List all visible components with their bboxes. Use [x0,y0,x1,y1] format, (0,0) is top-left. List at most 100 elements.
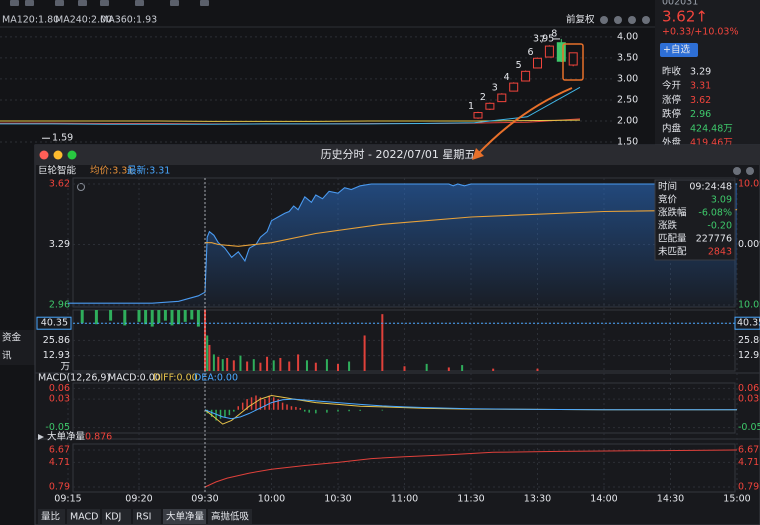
avg-price: 均价:3.31 [90,165,133,177]
auction-volume-bar [157,310,161,324]
quote-value: 2.96 [690,109,711,120]
tab[interactable] [102,509,131,524]
zoom-button[interactable] [733,167,741,175]
tab[interactable] [133,509,161,524]
info-value: 3.09 [711,195,732,206]
watch-button[interactable] [660,43,698,57]
pct-tick-label: 10.03% [738,300,760,311]
zoom-button[interactable] [746,167,754,175]
settings-icon[interactable] [77,183,85,191]
chart-control[interactable] [642,16,650,24]
info-label: 涨跌幅 [658,207,687,219]
volume-bar [221,359,224,371]
volume-bar [259,362,262,371]
volume-bar [325,359,328,371]
x-tick-label: 10:30 [324,494,351,505]
auction-volume-bar [123,310,127,326]
auction-volume-bar [183,310,187,322]
tab[interactable] [208,509,252,524]
y-tick-label: 3.50 [617,52,638,63]
volume-tick-label: 25.86 [43,335,70,346]
x-tick-label: 09:20 [125,494,152,505]
toolbar-icon [135,0,144,6]
left-strip [0,330,35,365]
x-tick-label: 10:00 [258,494,285,505]
cursor-box [734,316,760,330]
info-box [654,179,736,261]
macd-label: DEA:0.00 [194,373,238,384]
toolbar-icon [10,0,19,6]
info-value: -0.20 [707,221,732,232]
volume-bar [305,360,308,371]
auction-volume-bar [177,310,181,325]
big-order-tick-label: 6.67 [49,444,70,455]
y-tick-label: 2.96 [49,300,70,311]
quote-panel [655,0,760,150]
volume-bar [266,356,269,371]
window-button[interactable] [39,150,49,160]
auction-volume-bar [94,310,98,325]
y-tick-label: 3.29 [49,239,70,250]
candle-body [568,52,578,66]
high-marker: 3.95 [533,33,554,44]
highlight-box [562,43,584,81]
chart-control[interactable] [628,16,636,24]
window-title-bar [35,145,760,165]
auction-volume-bar [144,310,148,325]
info-label: 未匹配 [658,246,687,258]
volume-bar [226,357,229,371]
volume-bar [204,309,206,371]
x-tick-label: 11:00 [391,494,418,505]
volume-bar [536,368,539,371]
x-tick-label: 13:30 [524,494,551,505]
x-tick-label: 14:00 [590,494,617,505]
volume-bar [212,354,215,371]
tab-label: MACD [70,512,98,523]
volume-bar [239,355,242,371]
tab[interactable] [38,509,65,524]
tab-label: 大单净量 [166,511,205,523]
candle-body [544,45,554,58]
auction-volume-bar [163,310,167,321]
panel-marker [38,434,44,440]
info-label: 涨跌 [658,220,678,232]
volume-bar [232,360,235,371]
y-tick-label: 3.00 [617,73,638,84]
volume-bar [297,354,300,371]
cursor-value: 40.35 [737,318,760,329]
chart-control[interactable] [600,16,608,24]
chart-control[interactable] [614,16,622,24]
left-tab: 讯 [2,351,12,362]
ma-legend: MA360:1.93 [100,15,157,26]
x-tick-label: 09:30 [191,494,218,505]
tab-label: 量比 [41,511,60,523]
window-button[interactable] [67,150,77,160]
window-button[interactable] [53,150,63,160]
tab[interactable] [67,509,100,524]
info-value: -6.08% [698,208,732,219]
cursor-box [36,316,72,330]
volume-bar [492,368,495,371]
volume-tick-label: 12.93 [738,350,760,361]
toolbar-icon [55,0,64,6]
big-order-current: 0.876 [85,432,112,443]
volume-tick-label: 12.93 [43,350,70,361]
volume-bar [314,362,317,371]
watch-button-label: +自选 [663,44,690,56]
macd-tick-label: 0.03 [49,394,70,405]
ma-line [0,119,581,122]
price-change: +0.33/+10.03% [662,27,739,38]
big-order-line [204,449,738,488]
candle-step-label: 2 [480,92,486,103]
ma-legend: MA240:2.00 [55,15,112,26]
volume-bar [272,360,275,371]
auction-volume-bar [190,310,194,320]
pct-tick-label: 0.00% [738,239,760,250]
candle-body [473,112,483,119]
candle-step-label: 1 [468,101,474,112]
tab[interactable] [163,509,206,524]
volume-bar [403,366,406,371]
quote-label: 跌停 [662,108,682,120]
volume-bar [425,363,428,371]
auction-volume-bar [170,310,174,326]
